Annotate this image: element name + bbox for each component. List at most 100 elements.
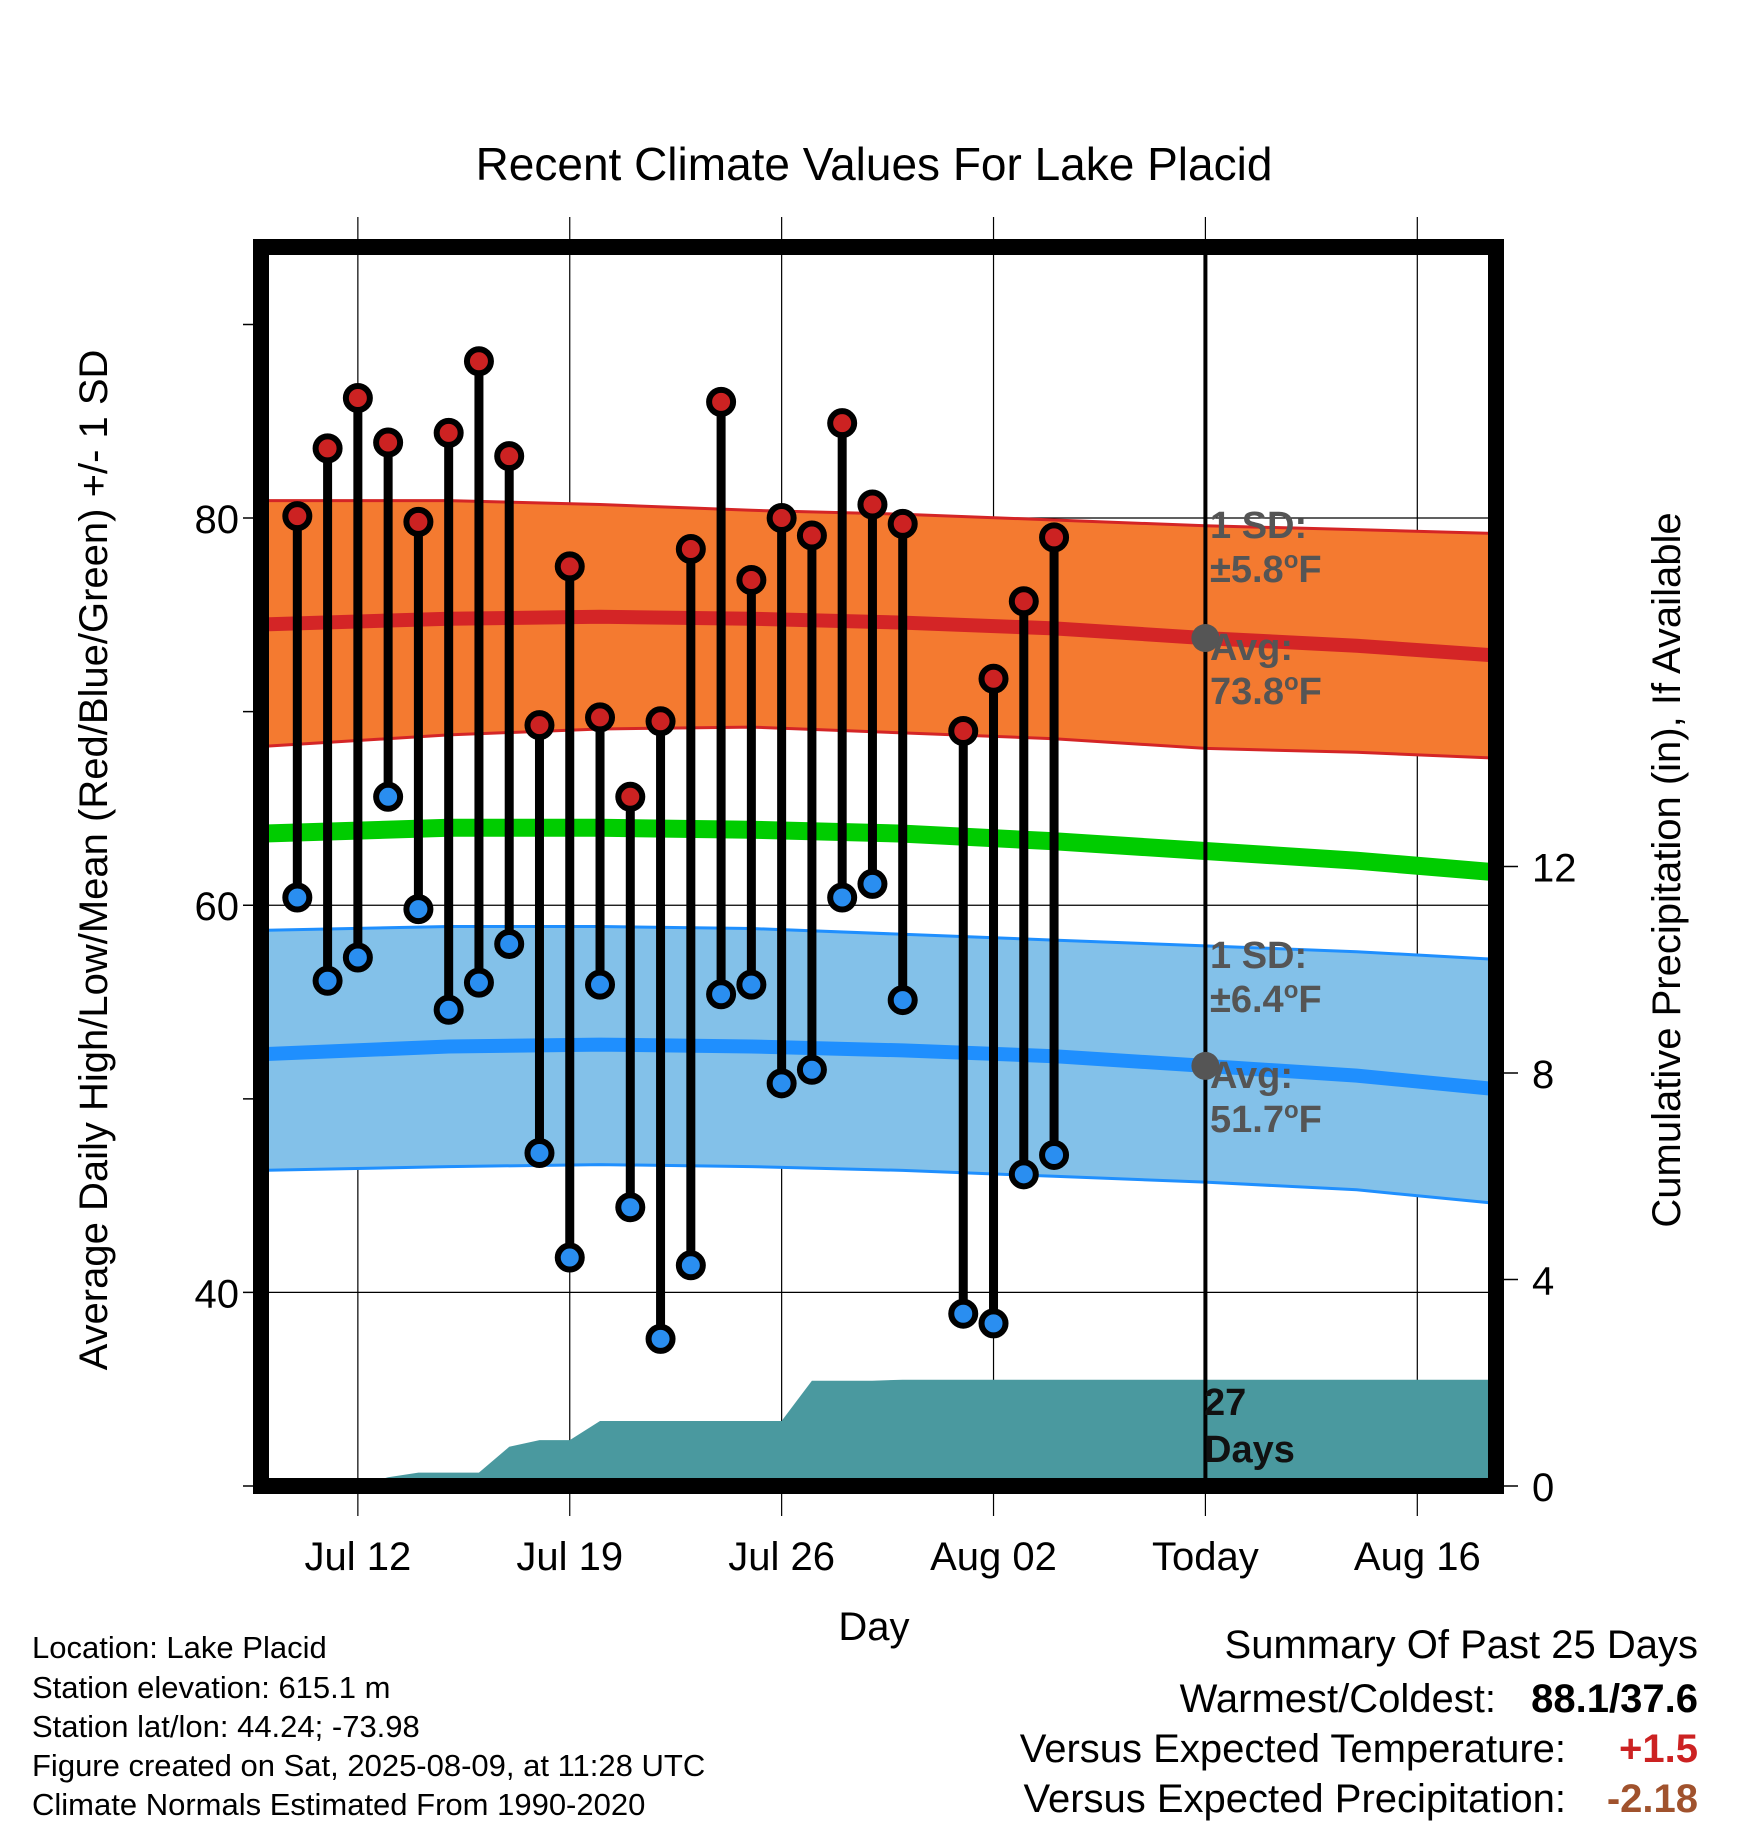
chart-title: Recent Climate Values For Lake Placid <box>476 138 1273 190</box>
daily-low-point <box>463 967 494 998</box>
summary-panel: Summary Of Past 25 Days Warmest/Coldest:… <box>1020 1623 1698 1821</box>
days-count: 27 <box>1204 1382 1246 1424</box>
daily-high-point <box>463 346 494 377</box>
daily-high-point <box>554 551 585 582</box>
x-tick-label: Jul 19 <box>516 1535 623 1579</box>
y2-tick-label: 4 <box>1532 1260 1554 1304</box>
daily-high-point <box>887 508 918 539</box>
low-avg-value: 51.7oF <box>1210 1097 1322 1141</box>
high-avg-label: Avg: <box>1210 627 1293 669</box>
daily-low-point <box>706 979 737 1010</box>
daily-high-point <box>524 710 555 741</box>
daily-low-point <box>433 994 464 1025</box>
high-sd-value: ±5.8oF <box>1210 547 1322 591</box>
daily-high-point <box>494 441 525 472</box>
y2-tick-label: 0 <box>1532 1466 1554 1510</box>
y-axis-label: Average Daily High/Low/Mean (Red/Blue/Gr… <box>72 350 116 1371</box>
daily-high-point <box>706 386 737 417</box>
today-low-avg-marker <box>1191 1051 1220 1080</box>
daily-high-point <box>373 427 404 458</box>
low-sd-lower-line <box>260 1163 1497 1205</box>
daily-low-point <box>342 942 373 973</box>
daily-low-point <box>615 1192 646 1223</box>
daily-high-point <box>766 503 797 534</box>
high-sd-label: 1 SD: <box>1210 505 1307 547</box>
daily-low-point <box>645 1323 676 1354</box>
daily-high-point <box>736 564 767 595</box>
x-tick-label: Today <box>1152 1535 1259 1579</box>
summary-precip-value: -2.18 <box>1607 1777 1698 1821</box>
y2-tick-label: 12 <box>1532 847 1577 891</box>
daily-high-point <box>857 489 888 520</box>
axis-ticks: Jul 12 Jul 19 Jul 26 Aug 02 Today Aug 1640608… <box>195 217 1577 1579</box>
daily-low-point <box>887 985 918 1016</box>
daily-low-point <box>524 1138 555 1169</box>
y-tick-label: 40 <box>195 1272 240 1316</box>
daily-low-point <box>554 1242 585 1273</box>
y-tick-label: 80 <box>195 498 240 542</box>
summary-heading: Summary Of Past 25 Days <box>1225 1623 1698 1667</box>
daily-range-stems <box>292 361 1059 1339</box>
daily-high-point <box>675 534 706 565</box>
footer-latlon: Station lat/lon: 44.24; -73.98 <box>32 1709 420 1744</box>
daily-high-point <box>433 417 464 448</box>
chart-annotations: 1 SD: ±5.8oF Avg: 73.8oF 1 SD: ±6.4oF Av… <box>1204 505 1322 1471</box>
daily-high-point <box>1039 522 1070 553</box>
summary-temp-label: Versus Expected Temperature: <box>1020 1727 1566 1771</box>
y2-tick-label: 8 <box>1532 1053 1554 1097</box>
daily-high-point <box>403 506 434 537</box>
daily-low-point <box>796 1054 827 1085</box>
daily-high-point <box>615 781 646 812</box>
precip-area-fill <box>357 1379 1496 1486</box>
low-sd-label: 1 SD: <box>1210 935 1307 977</box>
footer-created: Figure created on Sat, 2025-08-09, at 11… <box>32 1748 705 1783</box>
daily-high-point <box>645 706 676 737</box>
daily-high-point <box>827 408 858 439</box>
daily-low-point <box>585 969 616 1000</box>
daily-low-point <box>827 882 858 913</box>
daily-low-point <box>736 969 767 1000</box>
x-tick-label: Aug 02 <box>930 1535 1057 1579</box>
daily-low-point <box>403 894 434 925</box>
daily-high-point <box>948 715 979 746</box>
plot-background <box>261 247 1496 1486</box>
footer-normals: Climate Normals Estimated From 1990-2020 <box>32 1787 645 1822</box>
summary-extremes-label: Warmest/Coldest: <box>1180 1677 1496 1721</box>
plot-area <box>261 247 1496 1486</box>
summary-temp-value: +1.5 <box>1619 1727 1698 1771</box>
daily-low-point <box>766 1068 797 1099</box>
low-avg-line <box>260 1037 1497 1097</box>
y-tick-label: 60 <box>195 885 240 929</box>
station-info: Location: Lake Placid Station elevation:… <box>32 1630 705 1822</box>
daily-low-point <box>675 1250 706 1281</box>
footer-location: Location: Lake Placid <box>32 1630 327 1665</box>
daily-low-point <box>282 882 313 913</box>
daily-low-point <box>978 1308 1009 1339</box>
x-tick-label: Aug 16 <box>1354 1535 1481 1579</box>
low-avg-label: Avg: <box>1210 1055 1293 1097</box>
low-sd-value: ±6.4oF <box>1210 977 1322 1021</box>
daily-low-point <box>857 868 888 899</box>
x-tick-label: Jul 12 <box>304 1535 411 1579</box>
x-tick-label: Jul 26 <box>728 1535 835 1579</box>
daily-high-point <box>282 501 313 532</box>
daily-low-point <box>1039 1139 1070 1170</box>
daily-high-point <box>796 520 827 551</box>
daily-low-point <box>373 781 404 812</box>
daily-dots <box>282 346 1070 1354</box>
average-markers <box>1191 624 1220 1080</box>
days-word: Days <box>1204 1429 1295 1471</box>
y2-axis-label: Cumulative Precipitation (in), If Availa… <box>1645 512 1689 1227</box>
today-high-avg-marker <box>1191 624 1220 653</box>
precip-area <box>357 1379 1496 1486</box>
summary-precip-label: Versus Expected Precipitation: <box>1023 1777 1566 1821</box>
high-avg-value: 73.8oF <box>1210 669 1322 713</box>
footer-elevation: Station elevation: 615.1 m <box>32 1670 390 1705</box>
daily-high-point <box>978 663 1009 694</box>
daily-low-point <box>312 965 343 996</box>
daily-high-point <box>342 383 373 414</box>
summary-extremes-value: 88.1/37.6 <box>1531 1677 1698 1721</box>
daily-high-point <box>585 702 616 733</box>
daily-high-point <box>312 433 343 464</box>
